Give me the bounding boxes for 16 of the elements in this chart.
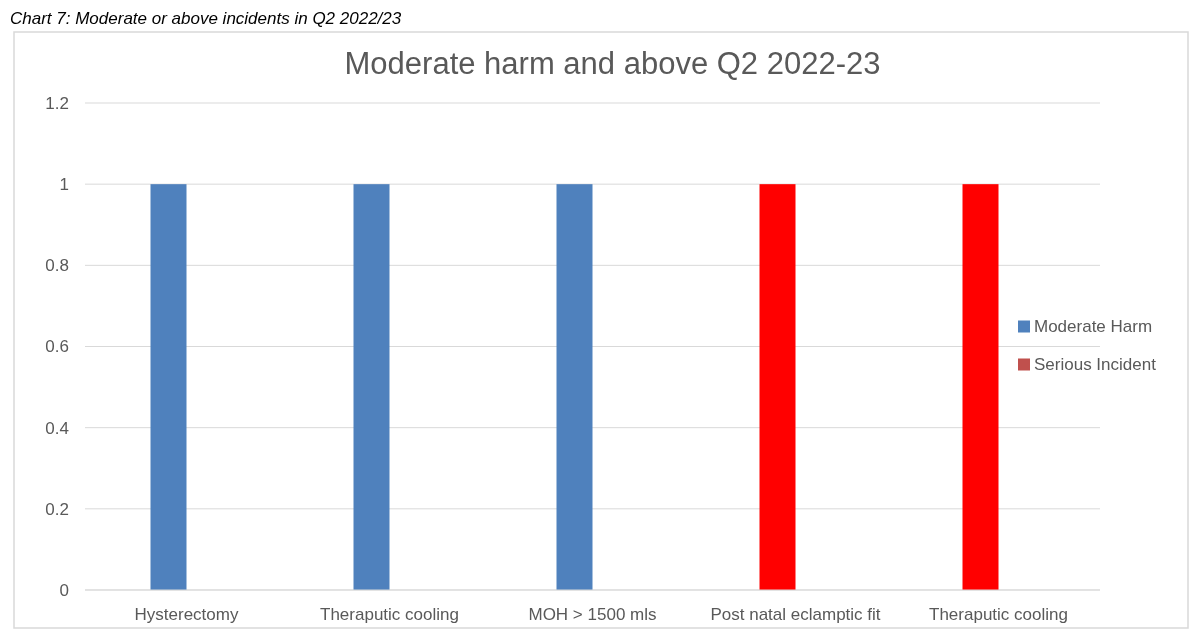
x-tick-label: Hysterectomy (134, 605, 239, 624)
legend-label: Serious Incident (1034, 355, 1157, 375)
legend-label: Moderate Harm (1034, 317, 1153, 337)
y-tick-label: 0.8 (45, 256, 69, 276)
x-tick-label: Theraputic cooling (929, 605, 1068, 624)
y-tick-label: 0.2 (45, 499, 69, 519)
x-tick-label: MOH > 1500 mls (528, 605, 657, 624)
y-tick-label: 0.6 (45, 337, 69, 357)
y-tick-label: 0.4 (45, 418, 69, 438)
x-tick-label: Post natal eclamptic fit (710, 605, 881, 624)
y-tick-label: 1.2 (45, 93, 69, 113)
chart-title: Moderate harm and above Q2 2022-23 (344, 46, 881, 81)
y-tick-label: 0 (59, 580, 69, 600)
x-tick-label: Theraputic cooling (320, 605, 459, 624)
caption: Chart 7: Moderate or above incidents in Q2 2022/23 (10, 9, 402, 28)
y-tick-label: 1 (59, 175, 69, 195)
